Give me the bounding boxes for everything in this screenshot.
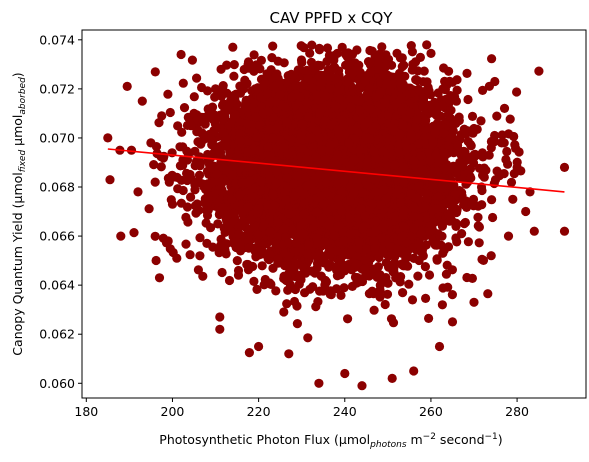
data-point: [248, 261, 258, 272]
data-point: [185, 250, 195, 260]
data-point: [260, 274, 270, 285]
data-point: [451, 96, 461, 106]
data-point: [322, 56, 332, 66]
data-point: [502, 146, 512, 157]
data-point: [382, 289, 393, 299]
data-point: [192, 73, 202, 83]
data-point: [252, 284, 262, 294]
data-point: [446, 91, 456, 101]
data-point: [198, 271, 208, 281]
data-point: [229, 60, 239, 70]
data-point: [352, 45, 362, 55]
data-point: [186, 192, 196, 202]
data-point: [299, 43, 309, 53]
data-point: [193, 265, 203, 275]
data-point: [421, 293, 431, 303]
data-point: [191, 208, 201, 218]
data-point: [150, 67, 160, 77]
data-point: [229, 71, 239, 81]
data-point: [322, 259, 332, 269]
data-point: [407, 295, 418, 305]
data-point: [467, 111, 478, 121]
data-point: [232, 256, 242, 266]
data-point: [492, 111, 502, 121]
data-point: [443, 282, 453, 292]
data-point: [432, 254, 442, 264]
data-point: [477, 200, 487, 210]
chart-title: CAV PPFD x CQY: [270, 9, 394, 27]
data-point: [343, 314, 353, 324]
data-point: [210, 92, 220, 102]
data-point: [210, 189, 220, 199]
data-point: [195, 251, 205, 261]
data-point: [444, 66, 454, 76]
data-point: [195, 152, 205, 162]
data-point: [514, 147, 524, 157]
data-point: [322, 43, 333, 53]
data-point: [447, 290, 457, 300]
data-point: [279, 58, 289, 68]
data-point: [156, 162, 166, 172]
data-point: [407, 65, 417, 75]
data-point: [413, 271, 423, 281]
data-point: [267, 53, 277, 63]
data-point: [217, 267, 227, 278]
data-point: [181, 239, 191, 249]
data-point: [492, 166, 502, 176]
data-point: [165, 107, 175, 118]
data-point: [201, 218, 211, 228]
data-point: [534, 66, 544, 76]
data-point: [303, 333, 313, 343]
data-point: [380, 299, 390, 310]
data-point: [257, 261, 267, 271]
data-point: [426, 48, 436, 59]
data-point: [233, 265, 244, 276]
data-point: [183, 217, 193, 227]
data-point: [195, 233, 205, 243]
data-point: [487, 195, 497, 205]
data-point: [424, 313, 434, 323]
data-point: [190, 185, 200, 195]
data-point: [499, 103, 510, 113]
data-point: [343, 48, 353, 58]
data-points: [103, 40, 570, 391]
data-point: [457, 188, 467, 198]
data-point: [244, 348, 254, 358]
data-point: [369, 305, 379, 315]
data-point: [144, 204, 154, 214]
data-point: [283, 285, 293, 295]
data-point: [488, 212, 498, 223]
data-point: [339, 283, 349, 293]
data-point: [268, 41, 278, 51]
data-point: [473, 212, 483, 222]
data-point: [163, 89, 173, 99]
data-point: [474, 222, 484, 232]
data-point: [466, 141, 476, 151]
data-point: [151, 255, 161, 266]
data-point: [404, 279, 414, 289]
data-point: [129, 228, 139, 238]
data-point: [336, 290, 346, 300]
data-point: [189, 92, 199, 102]
